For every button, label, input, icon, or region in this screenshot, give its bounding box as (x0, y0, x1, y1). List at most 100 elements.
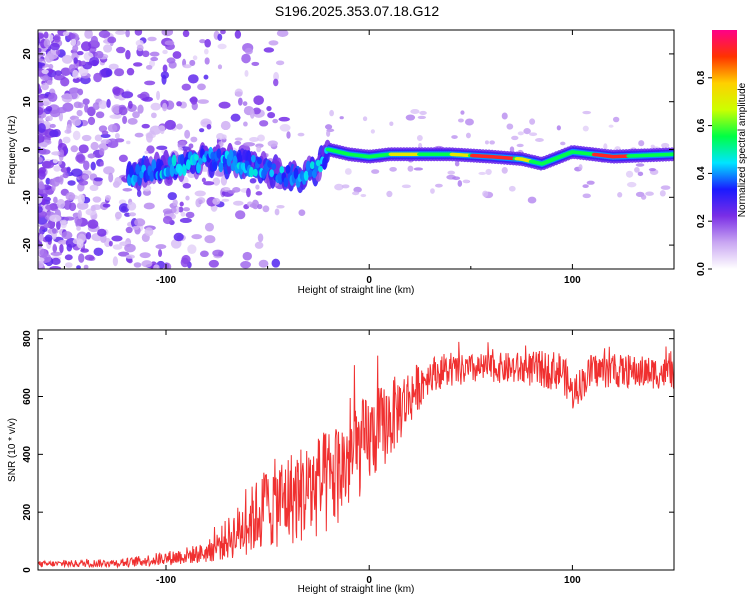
noise-blob (218, 101, 231, 109)
noise-blob (249, 178, 257, 184)
noise-blob (125, 49, 131, 60)
noise-blob (501, 166, 508, 174)
noise-blob (217, 43, 227, 50)
noise-blob (51, 151, 62, 156)
noise-blob (617, 192, 623, 198)
noise-blob (134, 132, 144, 138)
noise-blob (164, 119, 176, 130)
noise-blob (84, 30, 93, 39)
noise-blob (84, 103, 89, 113)
noise-blob (638, 140, 645, 147)
noise-blob (39, 149, 51, 155)
noise-blob (258, 259, 269, 268)
noise-blob (252, 107, 261, 115)
noise-blob (242, 251, 252, 261)
noise-blob (52, 243, 57, 254)
signal-band (129, 166, 134, 179)
noise-blob (66, 123, 72, 134)
noise-blob (212, 249, 224, 257)
noise-blob (255, 184, 260, 190)
noise-blob (72, 118, 82, 127)
noise-blob (111, 235, 123, 242)
noise-blob (43, 31, 49, 39)
noise-blob (145, 65, 153, 70)
noise-blob (105, 69, 112, 77)
noise-blob (199, 39, 206, 44)
noise-blob (86, 106, 96, 117)
noise-blob (108, 63, 119, 70)
noise-blob (244, 47, 253, 55)
signal-band (181, 163, 187, 176)
signal-band (177, 163, 183, 177)
noise-blob (460, 110, 465, 115)
noise-blob (212, 177, 221, 186)
noise-blob (262, 205, 270, 213)
snr-xtick-label: 100 (564, 575, 581, 586)
noise-blob (52, 158, 58, 164)
signal-band (169, 164, 175, 177)
noise-blob (127, 201, 137, 211)
noise-blob (49, 42, 60, 51)
noise-blob (527, 196, 537, 204)
noise-blob (234, 140, 242, 146)
noise-blob (142, 50, 150, 58)
noise-blob (233, 200, 244, 206)
noise-blob (192, 55, 198, 61)
noise-blob (77, 209, 82, 220)
noise-blob (127, 118, 138, 125)
noise-blob (273, 78, 279, 87)
noise-blob (60, 67, 71, 77)
noise-blob (126, 67, 135, 76)
noise-blob (39, 142, 48, 147)
noise-blob (182, 30, 190, 38)
noise-blob (70, 33, 76, 39)
noise-blob (81, 134, 92, 142)
noise-blob (70, 145, 79, 153)
noise-blob (271, 258, 281, 268)
noise-blob (243, 142, 256, 147)
noise-blob (48, 92, 58, 103)
noise-blob (43, 38, 51, 49)
snr-frame (37, 329, 675, 571)
noise-blob (203, 74, 209, 80)
noise-blob (38, 156, 43, 163)
noise-blob (90, 161, 96, 171)
noise-blob (82, 98, 90, 105)
noise-blob (222, 134, 227, 140)
noise-blob (49, 266, 62, 269)
signal-band (303, 170, 309, 181)
signal-band (198, 157, 203, 165)
noise-blob (45, 204, 56, 211)
noise-blob (46, 79, 53, 86)
noise-blob (352, 191, 360, 196)
noise-blob (127, 100, 133, 109)
noise-blob (136, 189, 142, 198)
signal-band (316, 159, 321, 167)
noise-blob (61, 54, 73, 64)
noise-blob (188, 143, 194, 149)
noise-blob (194, 190, 206, 197)
noise-blob (608, 124, 614, 128)
noise-blob (182, 183, 192, 189)
signal-band (194, 154, 199, 161)
noise-blob (182, 64, 192, 69)
colorbar-tick-label: 0.0 (696, 262, 707, 276)
noise-blob (78, 144, 89, 154)
noise-blob (137, 93, 147, 99)
signal-band (267, 160, 273, 168)
noise-blob (38, 261, 44, 269)
noise-blob (141, 260, 153, 268)
noise-blob (241, 53, 251, 64)
noise-blob (274, 208, 280, 216)
noise-blob (187, 244, 197, 254)
noise-blob (276, 30, 289, 37)
noise-blob (108, 172, 114, 183)
noise-blob (70, 168, 83, 177)
noise-blob (38, 167, 47, 174)
noise-blob (65, 262, 73, 268)
noise-blob (176, 101, 182, 107)
noise-blob (625, 170, 634, 178)
noise-blob (234, 137, 243, 141)
noise-blob (90, 141, 99, 151)
noise-blob (482, 190, 489, 197)
